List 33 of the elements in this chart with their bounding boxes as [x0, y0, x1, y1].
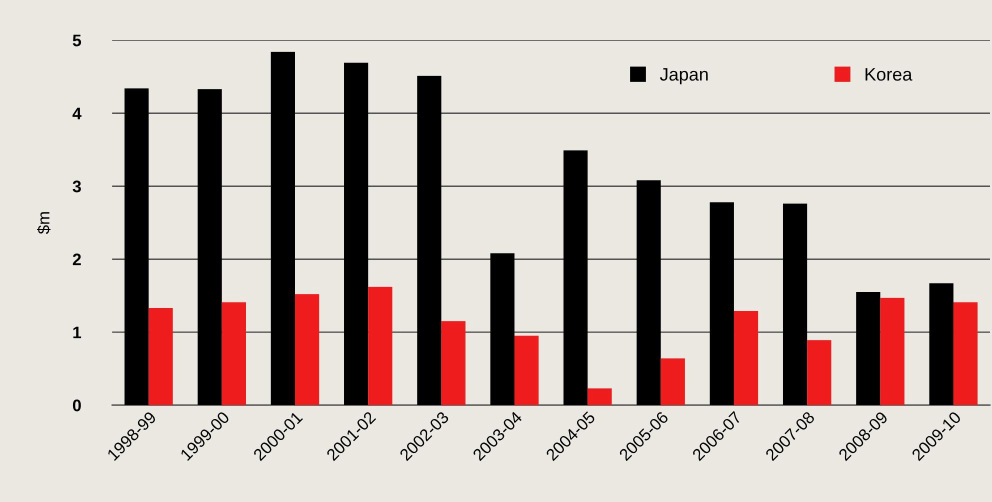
bar — [880, 298, 904, 406]
bar — [710, 202, 734, 406]
bar — [294, 294, 320, 406]
y-tick-label: 1 — [73, 326, 82, 338]
bar — [148, 308, 173, 406]
legend-label: Korea — [866, 68, 912, 81]
legend-label: Japan — [660, 68, 708, 84]
bar — [222, 302, 246, 406]
bar — [563, 150, 588, 406]
bar — [441, 321, 466, 406]
y-tick-label: 3 — [72, 180, 81, 192]
bar — [856, 292, 880, 406]
bar — [782, 204, 808, 406]
bar — [929, 283, 954, 406]
bar — [368, 286, 392, 406]
bar — [734, 310, 758, 406]
y-tick-label: 4 — [72, 108, 82, 120]
bar — [344, 62, 368, 406]
bar — [660, 358, 685, 406]
bar — [270, 52, 295, 406]
y-tick-label: 0 — [72, 400, 81, 412]
bar — [514, 336, 539, 406]
bar — [198, 89, 222, 406]
bar — [124, 88, 149, 406]
bar — [807, 340, 832, 406]
bar — [417, 76, 442, 406]
y-tick-label: 2 — [72, 254, 81, 266]
bar — [490, 253, 514, 406]
y-tick-label: 5 — [72, 34, 82, 46]
y-axis-title: $m — [37, 212, 51, 234]
bar — [953, 302, 978, 406]
bar — [636, 180, 661, 406]
bar — [588, 388, 612, 406]
